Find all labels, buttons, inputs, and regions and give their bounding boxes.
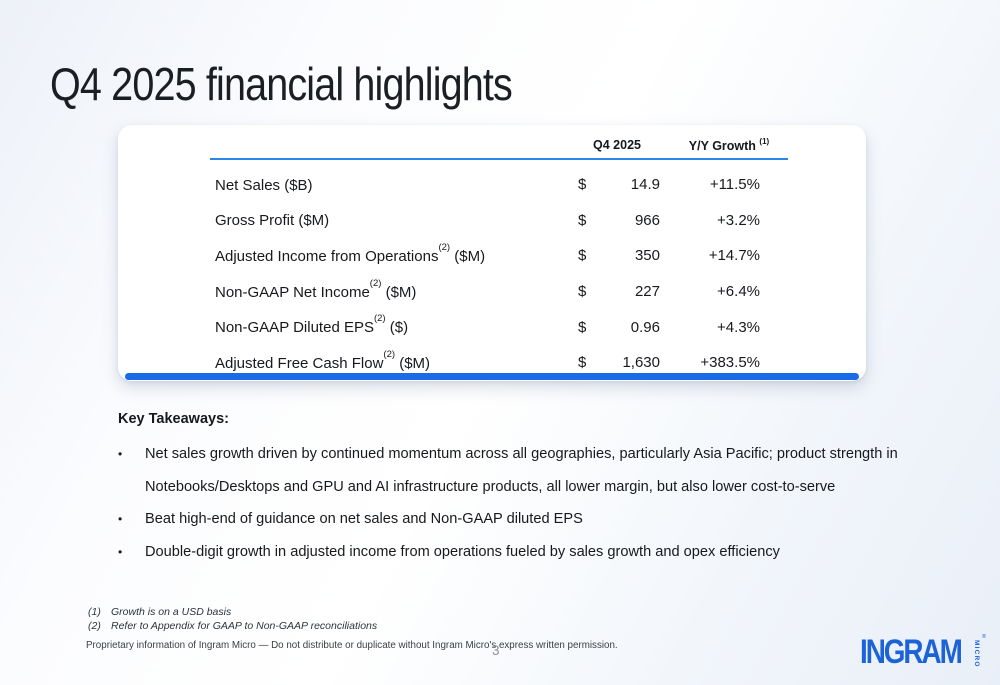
- list-item: • Double-digit growth in adjusted income…: [118, 536, 910, 569]
- ingram-micro-logo: INGRAM MICRO ®: [860, 633, 994, 677]
- key-takeaways-section: Key Takeaways: • Net sales growth driven…: [118, 411, 910, 568]
- financial-highlights-card: Q4 2025 Y/Y Growth (1) Net Sales ($B) $ …: [118, 125, 866, 381]
- table-row: Gross Profit ($M) $ 966 +3.2%: [210, 203, 788, 239]
- key-takeaways-heading: Key Takeaways:: [118, 411, 229, 427]
- footnote-text: Refer to Appendix for GAAP to Non-GAAP r…: [111, 619, 378, 632]
- table-header-growth-label: Y/Y Growth: [688, 139, 760, 154]
- logo-micro-vertical: MICRO: [973, 640, 980, 668]
- footnote: (1) Growth is on a USD basis: [88, 606, 377, 620]
- row-growth: +3.2%: [717, 211, 760, 229]
- row-growth: +4.3%: [717, 318, 760, 336]
- proprietary-notice: Proprietary information of Ingram Micro …: [86, 640, 618, 651]
- list-item: • Beat high-end of guidance on net sales…: [118, 503, 910, 536]
- currency-symbol: $: [578, 318, 587, 336]
- row-growth: +6.4%: [717, 283, 760, 301]
- currency-symbol: $: [578, 176, 587, 194]
- currency-symbol: $: [578, 354, 587, 372]
- table-row: Net Sales ($B) $ 14.9 +11.5%: [210, 167, 788, 203]
- bullet-text: Double-digit growth in adjusted income f…: [145, 543, 780, 560]
- footnote-number: (2): [88, 619, 101, 632]
- currency-symbol: $: [578, 283, 587, 301]
- row-value: 227: [634, 283, 660, 301]
- row-value: 966: [634, 211, 660, 229]
- registered-trademark-icon: ®: [982, 634, 987, 640]
- card-accent-bar: [125, 373, 859, 380]
- row-label: Adjusted Income from Operations(2) ($M): [215, 241, 486, 265]
- row-growth: +11.5%: [709, 176, 760, 194]
- table-row: Non-GAAP Diluted EPS(2) ($) $ 0.96 +4.3%: [210, 309, 788, 345]
- row-label: Non-GAAP Net Income(2) ($M): [215, 277, 417, 301]
- row-label: Non-GAAP Diluted EPS(2) ($): [215, 313, 409, 337]
- footnote-number: (1): [88, 606, 101, 618]
- table-header-period: Q4 2025: [593, 138, 641, 152]
- footnotes: (1) Growth is on a USD basis (2) Refer t…: [88, 606, 377, 633]
- row-value: 350: [634, 247, 660, 265]
- table-row: Adjusted Income from Operations(2) ($M) …: [210, 238, 788, 274]
- row-value: 1,630: [622, 354, 660, 372]
- list-item: • Net sales growth driven by continued m…: [118, 438, 910, 503]
- table-row: Non-GAAP Net Income(2) ($M) $ 227 +6.4%: [210, 274, 788, 310]
- table-header-rule: [210, 158, 788, 160]
- bullet-icon: •: [118, 544, 123, 559]
- logo-wordmark: INGRAM: [860, 633, 963, 671]
- table-body: Net Sales ($B) $ 14.9 +11.5% Gross Profi…: [210, 167, 788, 381]
- bullet-icon: •: [118, 512, 123, 526]
- bullet-text: Net sales growth driven by continued mom…: [145, 446, 898, 495]
- table-header-row: Q4 2025 Y/Y Growth (1): [210, 134, 788, 156]
- row-growth: +14.7%: [708, 247, 760, 265]
- currency-symbol: $: [578, 211, 587, 229]
- row-growth: +383.5%: [700, 354, 760, 372]
- row-value: 14.9: [630, 176, 660, 194]
- footnote-text: Growth is on a USD basis: [111, 606, 232, 618]
- row-label: Adjusted Free Cash Flow(2) ($M): [215, 348, 431, 372]
- row-label: Gross Profit ($M): [215, 212, 330, 230]
- table-header-growth: Y/Y Growth (1): [668, 137, 790, 154]
- table-row: Adjusted Free Cash Flow(2) ($M) $ 1,630 …: [210, 345, 788, 381]
- table-header-growth-footnote-ref: (1): [759, 137, 770, 146]
- page-title: Q4 2025 financial highlights: [50, 58, 513, 110]
- page-number: 3: [492, 643, 500, 658]
- bullet-text: Beat high-end of guidance on net sales a…: [145, 511, 583, 527]
- footnote: (2) Refer to Appendix for GAAP to Non-GA…: [88, 620, 377, 634]
- currency-symbol: $: [578, 247, 587, 265]
- bullet-icon: •: [118, 447, 123, 461]
- row-label: Net Sales ($B): [215, 176, 313, 194]
- row-value: 0.96: [630, 318, 660, 336]
